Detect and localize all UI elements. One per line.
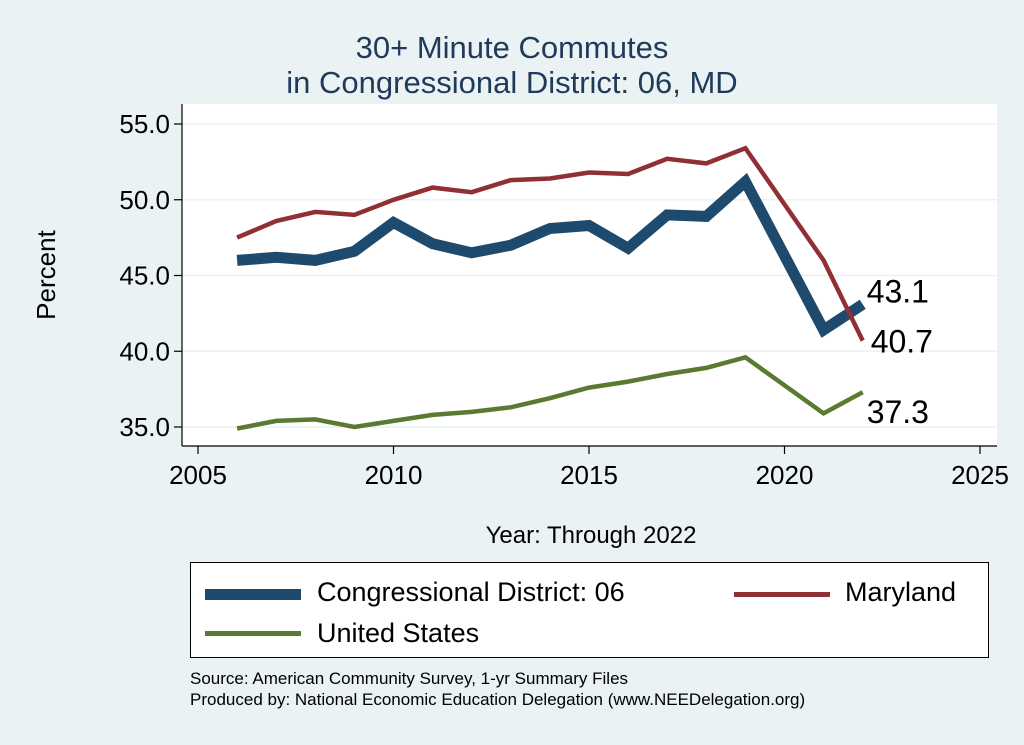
y-tick-label: 40.0 bbox=[119, 336, 170, 366]
chart-legend: Congressional District: 06 Maryland Unit… bbox=[190, 562, 989, 658]
y-axis-label: Percent bbox=[31, 229, 61, 319]
source-note: Source: American Community Survey, 1-yr … bbox=[190, 669, 629, 688]
y-tick-label: 35.0 bbox=[119, 412, 170, 442]
x-tick-label: 2005 bbox=[169, 460, 227, 490]
x-tick-label: 2025 bbox=[951, 460, 1009, 490]
us-end-label: 37.3 bbox=[867, 394, 929, 430]
legend-swatch-us bbox=[205, 631, 301, 636]
y-tick-label: 50.0 bbox=[119, 185, 170, 215]
district-end-label: 43.1 bbox=[867, 273, 929, 309]
y-tick-label: 55.0 bbox=[119, 109, 170, 139]
x-tick-label: 2020 bbox=[756, 460, 814, 490]
x-tick-label: 2010 bbox=[365, 460, 423, 490]
x-tick-label: 2015 bbox=[560, 460, 618, 490]
district-line bbox=[236, 172, 866, 338]
us-line bbox=[236, 354, 864, 431]
x-axis-label: Year: Through 2022 bbox=[486, 522, 697, 549]
legend-label-district: Congressional District: 06 bbox=[317, 577, 625, 607]
legend-swatch-maryland bbox=[734, 592, 830, 597]
legend-swatch-district bbox=[205, 589, 301, 600]
legend-label-us: United States bbox=[317, 618, 480, 648]
line-chart: 35.0 40.0 45.0 50.0 55.0 2005 2010 2015 2020 2025… bbox=[31, 104, 1009, 549]
legend-label-maryland: Maryland bbox=[845, 577, 957, 607]
y-tick-label: 45.0 bbox=[119, 261, 170, 291]
chart-title-line1: 30+ Minute Commutes bbox=[355, 30, 669, 65]
producer-note: Produced by: National Economic Education… bbox=[190, 690, 806, 709]
chart-title-line2: in Congressional District: 06, MD bbox=[286, 65, 738, 100]
maryland-line bbox=[236, 145, 865, 342]
maryland-end-label: 40.7 bbox=[871, 324, 933, 360]
